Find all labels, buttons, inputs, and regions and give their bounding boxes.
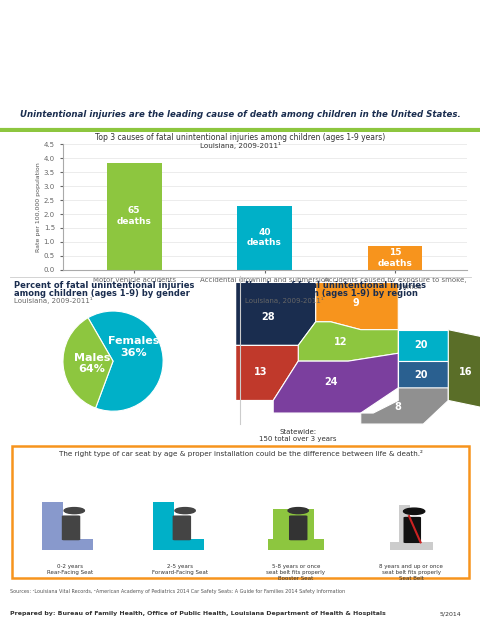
Text: 12: 12 [333,337,347,347]
Text: among children (ages 1-9) by gender: among children (ages 1-9) by gender [14,289,190,298]
Text: Number of fatal unintentional injuries: Number of fatal unintentional injuries [245,281,425,290]
Bar [367,246,421,270]
Text: Louisiana, 2009-2011¹: Louisiana, 2009-2011¹ [14,297,93,304]
FancyBboxPatch shape [403,517,420,543]
FancyBboxPatch shape [42,501,62,544]
Bar [107,162,161,270]
Circle shape [288,508,308,514]
Wedge shape [88,311,163,411]
Circle shape [175,508,195,514]
Text: 5/2014: 5/2014 [439,611,461,616]
Polygon shape [397,361,447,388]
Text: Louisiana, 2009-2011¹: Louisiana, 2009-2011¹ [200,142,280,149]
Text: Sources: ¹Louisiana Vital Records, ²American Academy of Pediatrics 2014 Car Safe: Sources: ¹Louisiana Vital Records, ²Amer… [10,589,344,594]
Text: 8: 8 [394,402,401,412]
FancyBboxPatch shape [61,516,80,541]
Text: 16: 16 [458,367,471,377]
Text: among children (ages 1-9) by region: among children (ages 1-9) by region [245,289,417,298]
Text: Females
36%: Females 36% [108,336,159,358]
Bar [237,205,291,270]
Text: 13: 13 [253,367,267,377]
Circle shape [64,508,84,514]
Text: 24: 24 [324,377,337,386]
Text: 0-2 years
Rear-Facing Seat: 0-2 years Rear-Facing Seat [47,564,93,575]
Polygon shape [315,282,397,330]
Text: (ages 1-9 years) in Louisiana: (ages 1-9 years) in Louisiana [116,67,364,82]
FancyBboxPatch shape [153,501,173,544]
FancyBboxPatch shape [153,539,203,550]
Text: 15
deaths: 15 deaths [377,248,411,268]
Text: Unintentional injuries are the leading cause of death among children in the Unit: Unintentional injuries are the leading c… [20,110,460,119]
Polygon shape [235,345,298,401]
Text: Statewide:
150 total over 3 years: Statewide: 150 total over 3 years [259,429,336,442]
Text: Top 3 causes of fatal unintentional injuries among children (ages 1-9 years): Top 3 causes of fatal unintentional inju… [95,133,385,142]
Text: Louisiana, 2009-2011¹: Louisiana, 2009-2011¹ [245,297,323,304]
FancyBboxPatch shape [288,516,307,541]
FancyBboxPatch shape [268,539,323,550]
FancyBboxPatch shape [389,542,432,550]
Text: 20: 20 [413,370,427,380]
FancyBboxPatch shape [42,539,93,550]
Text: 20: 20 [413,340,427,351]
FancyBboxPatch shape [172,516,191,541]
Text: Prepared by: Bureau of Family Health, Office of Public Health, Louisiana Departm: Prepared by: Bureau of Family Health, Of… [10,611,384,616]
Wedge shape [63,318,113,408]
Text: 9: 9 [352,298,359,308]
Text: Child Deaths from Unintentional Injuries: Child Deaths from Unintentional Injuries [67,23,413,39]
FancyBboxPatch shape [272,508,314,544]
Polygon shape [447,330,480,408]
Text: 2-5 years
Forward-Facing Seat: 2-5 years Forward-Facing Seat [152,564,208,575]
Polygon shape [397,330,447,361]
Text: 8 years and up or once
seat belt fits properly
Seat Belt: 8 years and up or once seat belt fits pr… [379,564,443,581]
Polygon shape [235,282,315,345]
FancyBboxPatch shape [398,505,409,547]
Text: The right type of car seat by age & proper installation could be the difference : The right type of car seat by age & prop… [59,450,421,457]
Text: Percent of fatal unintentional injuries: Percent of fatal unintentional injuries [14,281,194,290]
Text: 28: 28 [261,312,275,322]
Text: 5-8 years or once
seat belt fits properly
Booster Seat: 5-8 years or once seat belt fits properl… [266,564,325,581]
Polygon shape [298,322,397,361]
Text: 40
deaths: 40 deaths [247,228,281,247]
Text: Males
64%: Males 64% [73,353,110,374]
Polygon shape [273,353,397,413]
FancyBboxPatch shape [12,446,468,578]
Circle shape [403,508,424,514]
Polygon shape [360,388,447,424]
Y-axis label: Rate per 100,000 population: Rate per 100,000 population [36,162,41,252]
Text: 65
deaths: 65 deaths [117,206,151,226]
